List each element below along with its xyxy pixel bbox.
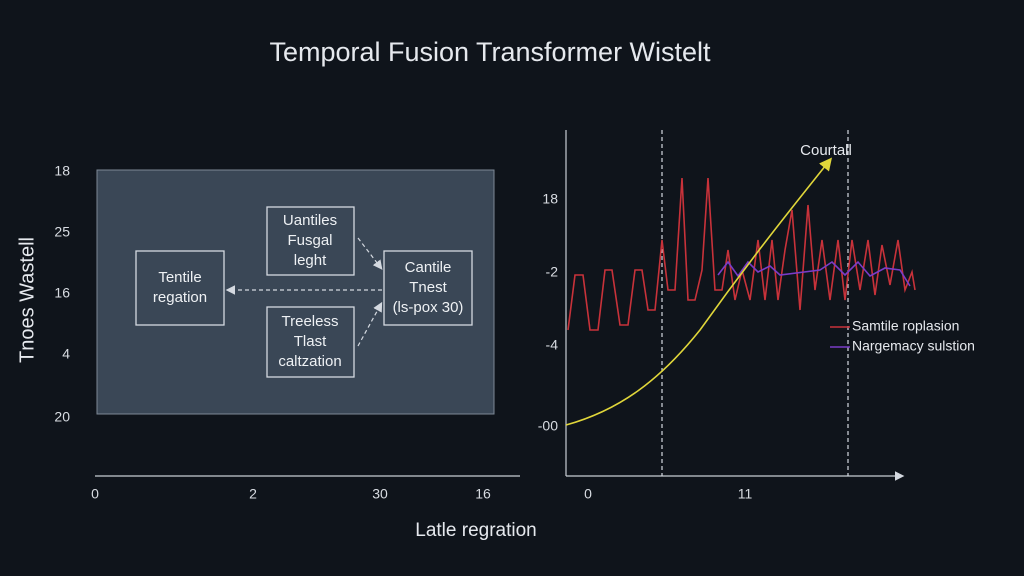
x-label: Latle regration [415, 520, 536, 541]
legend-entry: Samtile roplasion [852, 318, 959, 334]
box-label: Tnest [409, 279, 447, 296]
box-label: Tlast [294, 333, 327, 350]
box-label: Uantiles [283, 212, 337, 229]
y-tick-label: 18 [542, 191, 558, 207]
y-tick-label: 25 [54, 224, 70, 240]
x-tick-label: 0 [91, 486, 99, 502]
annotation: Courtall [800, 142, 852, 159]
box [266, 306, 355, 378]
y-tick-label: 4 [62, 346, 70, 362]
box [266, 206, 355, 276]
x-ticks: 0 11 [584, 486, 752, 502]
arrow [357, 301, 383, 347]
y-tick-label: -4 [546, 337, 559, 353]
red-line [567, 177, 916, 331]
box-label: leght [294, 252, 327, 269]
y-tick-label: -2 [546, 264, 559, 280]
arrow [357, 237, 383, 270]
x-tick-label: 16 [475, 486, 491, 502]
box-label: Cantile [405, 259, 452, 276]
box-label: Fusgal [287, 232, 332, 249]
x-tick-label: 11 [738, 486, 753, 502]
x-tick-label: 30 [372, 486, 388, 502]
y-tick-label: 18 [54, 163, 70, 179]
y-ticks: 18 25 16 4 20 [54, 163, 70, 425]
box-label: Tentile [158, 269, 201, 286]
box-label: (ls-pox 30) [393, 299, 464, 316]
yellow-curve [565, 157, 832, 426]
box-label: Treeless [282, 313, 339, 330]
y-ticks: 18 -2 -4 -00 [538, 191, 558, 434]
box-label: regation [153, 289, 207, 306]
y-tick-label: -00 [538, 418, 558, 434]
x-tick-label: 2 [249, 486, 257, 502]
box [135, 250, 225, 326]
y-tick-label: 20 [54, 409, 70, 425]
y-tick-label: 16 [54, 285, 70, 301]
legend-entry: Nargemacy sulstion [852, 338, 975, 354]
box [383, 250, 473, 326]
title: Temporal Fusion Transformer Wistelt [269, 37, 711, 67]
box-labels: Tentile regation Uantiles Fusgal leght Treele… [153, 212, 464, 370]
x-ticks: 0 2 30 16 [91, 486, 491, 502]
panel [96, 169, 495, 415]
y-label: Tnoes Wastell [16, 237, 38, 363]
box-label: caltzation [278, 353, 341, 370]
x-tick-label: 0 [584, 486, 592, 502]
purple-line [717, 260, 911, 287]
